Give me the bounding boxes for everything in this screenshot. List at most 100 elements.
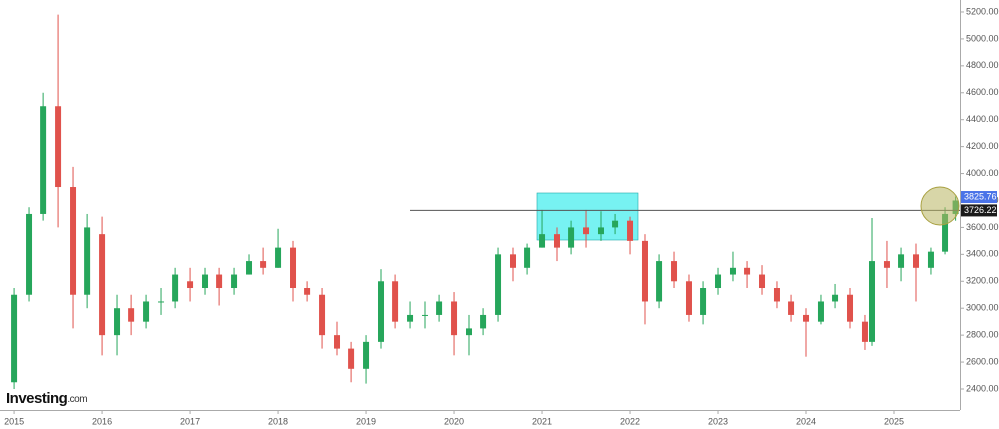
candle-body [744,267,751,275]
candle-body [99,234,106,336]
y-tick-label: 3200.00 [966,276,999,286]
candle-body [26,213,33,295]
candle-body [539,234,546,248]
logo: Investing.com [6,390,87,407]
candle-body [847,294,854,322]
candle-body [495,254,502,315]
candle-body [927,251,934,268]
x-tick-label: 2018 [268,416,288,426]
candle-body [883,261,890,268]
highlight-circle [920,186,960,226]
candle-body [275,247,282,268]
candle-body [803,314,810,322]
candle-body [685,281,692,315]
candle-body [334,335,341,349]
y-tick-label: 4000.00 [966,168,999,178]
candle-body [524,247,531,268]
candle-body [627,220,634,241]
candle-body [378,281,385,342]
candle-body [715,274,722,289]
y-tick-label: 3600.00 [966,222,999,232]
y-tick-label: 4600.00 [966,87,999,97]
candle-body [671,261,678,282]
candle-body [568,227,575,248]
candle-body [392,281,399,322]
candle-body [553,234,560,248]
candle-body [348,348,355,369]
x-tick-label: 2025 [884,416,904,426]
y-tick-label: 3400.00 [966,249,999,259]
candle-body [84,227,91,295]
candle-body [817,301,824,322]
candle-body [363,341,370,369]
candle-body [832,294,839,302]
price-label: 3825.76 [964,191,997,201]
candle-body [480,314,487,329]
candle-body [172,274,179,302]
y-tick-label: 4200.00 [966,141,999,151]
candle-body [246,261,253,275]
logo-brand: Investing [6,390,68,407]
candle-body [700,288,707,315]
candle-body [466,328,473,336]
y-tick-label: 3000.00 [966,303,999,313]
candle-body [597,227,604,235]
candle-body [641,240,648,302]
candle-body [407,314,414,322]
candle-body [583,227,590,235]
y-tick-label: 2600.00 [966,356,999,366]
x-tick-label: 2019 [356,416,376,426]
candle-body [509,254,516,268]
candle-body [290,247,297,289]
x-tick-label: 2021 [532,416,552,426]
candle-body [304,288,311,295]
candle-body [869,261,876,342]
candle-body [656,261,663,302]
x-tick-label: 2020 [444,416,464,426]
candle-body [187,281,194,289]
candle-body [216,274,223,289]
candle-body [40,106,47,214]
price-label-box [961,204,997,217]
y-tick-label: 5200.00 [966,6,999,16]
candle-body [436,301,443,315]
candle-body [942,213,949,252]
candle-body [231,274,238,289]
x-tick-label: 2023 [708,416,728,426]
y-tick-label: 4400.00 [966,114,999,124]
x-tick-label: 2015 [4,416,24,426]
price-label: 3726.22 [964,205,997,215]
candle-body [70,187,77,295]
candle-body [913,254,920,268]
y-tick-label: 2400.00 [966,383,999,393]
candle-body [861,321,868,342]
candle-body [11,294,18,383]
candle-body [612,220,619,228]
x-tick-label: 2017 [180,416,200,426]
candle-body [55,106,62,188]
candle-body [128,308,135,322]
y-tick-label: 5000.00 [966,33,999,43]
candle-body [260,261,267,268]
y-tick-label: 2800.00 [966,330,999,340]
candle-body [158,301,165,303]
candle-body [773,288,780,302]
candles [11,14,959,389]
candle-body [451,301,458,336]
logo-suffix: .com [67,394,87,405]
candle-body [422,314,429,316]
candle-body [759,274,766,289]
y-tick-label: 4800.00 [966,60,999,70]
candle-body [898,254,905,268]
x-tick-label: 2022 [620,416,640,426]
candle-body [788,301,795,315]
candle-body [143,301,150,322]
candle-body [729,267,736,275]
x-tick-label: 2024 [796,416,816,426]
candle-body [319,294,326,336]
x-tick-label: 2016 [92,416,112,426]
price-label-box [961,191,997,204]
